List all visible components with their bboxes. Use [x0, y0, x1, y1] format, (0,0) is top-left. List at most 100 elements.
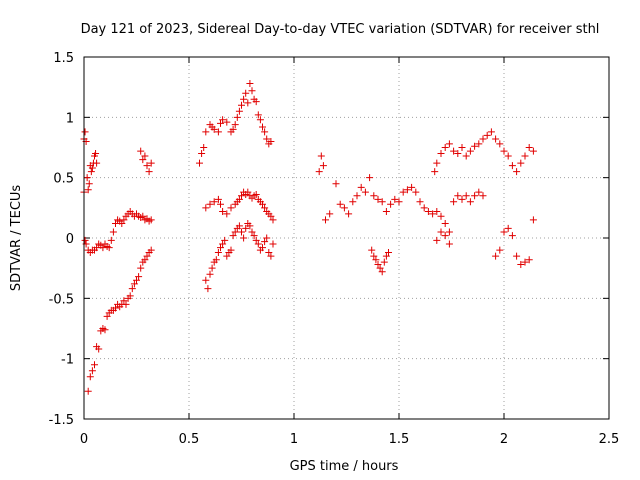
data-point — [372, 256, 380, 264]
x-tick-label: 1.5 — [389, 432, 410, 447]
data-point — [466, 147, 474, 155]
data-point — [492, 252, 500, 260]
data-point — [517, 261, 525, 269]
data-point — [265, 248, 273, 256]
x-tick-label: 0 — [80, 432, 88, 447]
data-point — [227, 204, 235, 212]
series-sat-d-drop — [368, 246, 392, 276]
data-point — [200, 144, 208, 151]
data-point — [521, 258, 529, 266]
data-point — [217, 119, 224, 127]
data-point — [122, 300, 130, 308]
data-point — [244, 99, 252, 107]
data-point — [496, 140, 504, 148]
data-point — [487, 128, 495, 136]
y-tick-label: 1.5 — [53, 51, 74, 66]
data-point — [246, 80, 254, 88]
data-point — [462, 152, 470, 160]
data-point — [238, 192, 245, 200]
data-point — [95, 345, 103, 353]
data-point — [99, 244, 107, 252]
data-point — [128, 285, 136, 293]
data-point — [126, 292, 134, 300]
data-point — [84, 186, 92, 194]
data-point — [529, 216, 537, 224]
data-point — [198, 150, 206, 158]
data-point — [431, 168, 439, 176]
data-point — [133, 276, 140, 284]
series-sat-d — [315, 152, 453, 236]
y-axis-label: SDTVAR / TECUs — [9, 185, 24, 292]
data-point — [233, 113, 241, 121]
data-point — [139, 156, 147, 164]
data-point — [429, 210, 437, 218]
series-sat-f — [492, 216, 537, 269]
data-point — [217, 244, 224, 252]
data-point — [105, 244, 113, 252]
axis-ticks: 0 0.5 1 1.5 2 2.5 -1.5 -1 -0.5 0 0.5 1 1.5 — [49, 51, 620, 447]
data-point — [492, 135, 500, 143]
data-point — [92, 150, 100, 158]
data-point — [221, 236, 229, 244]
data-point — [387, 200, 395, 208]
data-point — [437, 150, 445, 158]
data-point — [202, 276, 210, 284]
data-point — [399, 188, 407, 196]
series-sat-a-lower — [80, 188, 155, 256]
data-point — [269, 240, 277, 248]
data-point — [84, 387, 92, 395]
data-point — [141, 256, 149, 264]
chart-title: Day 121 of 2023, Sidereal Day-to-day VTE… — [81, 22, 600, 37]
data-point — [219, 207, 227, 215]
data-point — [229, 125, 237, 133]
data-point — [259, 244, 266, 252]
data-point — [252, 98, 260, 106]
data-point — [231, 121, 239, 129]
data-point — [223, 252, 231, 260]
data-point — [521, 152, 529, 160]
data-point — [319, 162, 327, 170]
data-point — [214, 195, 222, 203]
data-point — [248, 228, 256, 236]
plot-frame — [83, 56, 610, 420]
data-point — [416, 198, 424, 206]
data-point — [382, 252, 390, 260]
data-point — [267, 212, 275, 220]
data-point — [529, 147, 537, 155]
x-tick-label: 1 — [290, 432, 298, 447]
x-axis-label: GPS time / hours — [290, 459, 399, 474]
data-point — [466, 198, 474, 206]
data-point — [361, 188, 369, 196]
data-point — [118, 220, 126, 228]
data-point — [403, 186, 411, 194]
data-point — [345, 210, 353, 218]
data-point — [93, 244, 101, 252]
data-point — [475, 140, 483, 148]
data-point — [139, 212, 147, 220]
data-point — [445, 140, 453, 148]
data-point — [210, 198, 218, 206]
data-point — [81, 236, 89, 244]
data-point — [378, 268, 386, 276]
data-point — [504, 224, 512, 232]
data-point — [433, 159, 441, 167]
data-point — [202, 128, 210, 136]
data-point — [445, 228, 453, 236]
data-point — [336, 200, 344, 208]
data-point — [317, 152, 325, 160]
data-point — [254, 111, 262, 119]
data-point — [437, 212, 445, 220]
data-point — [340, 204, 348, 212]
x-tick-label: 2.5 — [599, 432, 620, 447]
data-point — [366, 174, 374, 182]
data-point — [269, 216, 277, 224]
data-point — [374, 195, 382, 203]
data-point — [462, 192, 470, 200]
data-point — [238, 101, 245, 109]
data-point — [475, 188, 483, 196]
data-point — [483, 131, 491, 139]
series-sat-e-low — [433, 188, 487, 248]
data-point — [267, 252, 275, 260]
data-point — [81, 128, 89, 136]
